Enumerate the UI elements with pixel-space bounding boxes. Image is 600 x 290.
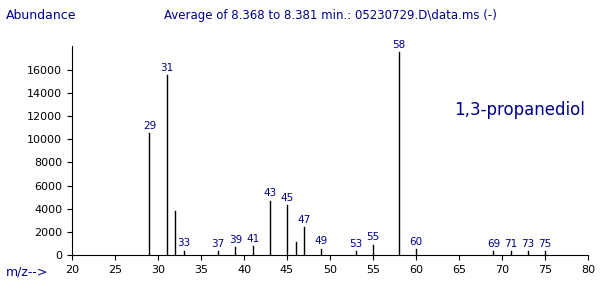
Text: 1,3-propanediol: 1,3-propanediol bbox=[454, 101, 584, 119]
Text: 60: 60 bbox=[409, 237, 422, 247]
Text: Average of 8.368 to 8.381 min.: 05230729.D\data.ms (-): Average of 8.368 to 8.381 min.: 05230729… bbox=[164, 9, 496, 22]
Text: 49: 49 bbox=[315, 237, 328, 246]
Text: 55: 55 bbox=[367, 233, 380, 242]
Text: 45: 45 bbox=[280, 193, 293, 203]
Text: 69: 69 bbox=[487, 239, 500, 249]
Text: 41: 41 bbox=[246, 234, 259, 244]
Text: 71: 71 bbox=[504, 239, 517, 249]
Text: 43: 43 bbox=[263, 188, 277, 198]
Text: 75: 75 bbox=[538, 239, 551, 249]
Text: 58: 58 bbox=[392, 40, 406, 50]
Text: 73: 73 bbox=[521, 239, 535, 249]
Text: 39: 39 bbox=[229, 235, 242, 245]
Text: 31: 31 bbox=[160, 63, 173, 73]
Text: 53: 53 bbox=[349, 239, 362, 249]
Text: 29: 29 bbox=[143, 121, 156, 131]
Text: Abundance: Abundance bbox=[6, 9, 77, 22]
Text: m/z-->: m/z--> bbox=[6, 265, 49, 278]
Text: 33: 33 bbox=[177, 238, 190, 248]
Text: 37: 37 bbox=[212, 239, 225, 249]
Text: 47: 47 bbox=[298, 215, 311, 225]
